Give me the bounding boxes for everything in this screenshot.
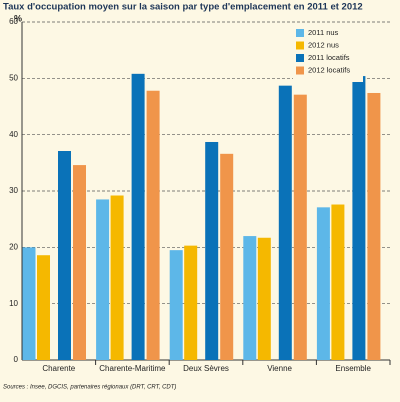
x-tick-label: Charente-Maritime <box>99 364 166 373</box>
bar <box>96 199 110 360</box>
y-unit: % <box>14 13 22 23</box>
bar <box>205 141 219 360</box>
bar <box>37 255 50 360</box>
bar <box>243 236 257 360</box>
legend-label: 2012 nus <box>308 40 339 49</box>
bar <box>22 247 36 360</box>
y-tick-label: 10 <box>9 299 18 308</box>
bar <box>257 237 271 360</box>
x-tick-label: Charente <box>42 364 75 373</box>
legend-swatch <box>296 66 304 75</box>
legend-swatch <box>296 54 304 62</box>
legend-label: 2011 nus <box>308 28 339 37</box>
y-tick-label: 20 <box>9 242 18 251</box>
legend-swatch <box>296 41 304 50</box>
chart-title: Taux d'occupation moyen sur la saison pa… <box>3 2 363 13</box>
bar <box>146 90 160 360</box>
bar <box>316 207 330 360</box>
legend-box <box>293 26 363 82</box>
y-tick-label: 60 <box>9 17 18 26</box>
bar <box>73 165 86 360</box>
bar <box>110 195 124 360</box>
x-tick-label: Deux Sèvres <box>183 364 229 373</box>
bar <box>58 151 71 360</box>
bar <box>352 76 366 360</box>
source: Sources : Insee, DGCIS, partenaires régi… <box>3 385 176 391</box>
bar <box>278 85 292 360</box>
legend-label: 2011 locatifs <box>308 53 350 62</box>
y-tick-label: 50 <box>9 73 18 82</box>
legend-swatch <box>296 29 304 37</box>
y-tick-label: 30 <box>9 186 18 195</box>
bar <box>220 153 234 360</box>
bar <box>131 73 145 361</box>
y-tick-label: 40 <box>9 130 18 139</box>
bar <box>331 204 345 360</box>
x-tick-label: Vienne <box>267 364 292 373</box>
bar <box>293 94 307 361</box>
legend-label: 2012 locatifs <box>308 65 350 74</box>
bar <box>184 245 198 360</box>
bar <box>169 250 183 360</box>
bar <box>367 92 381 360</box>
x-tick-label: Ensemble <box>335 364 371 373</box>
y-tick-label: 0 <box>14 355 19 364</box>
